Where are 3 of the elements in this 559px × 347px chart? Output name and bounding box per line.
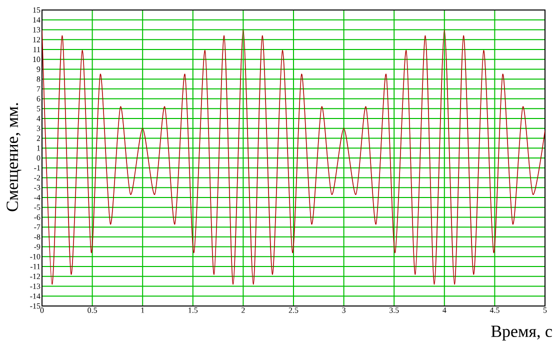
- x-axis-title: Время, с: [491, 326, 552, 340]
- y-axis-title: Смещение, мм.: [6, 103, 22, 212]
- line-series: [42, 29, 546, 285]
